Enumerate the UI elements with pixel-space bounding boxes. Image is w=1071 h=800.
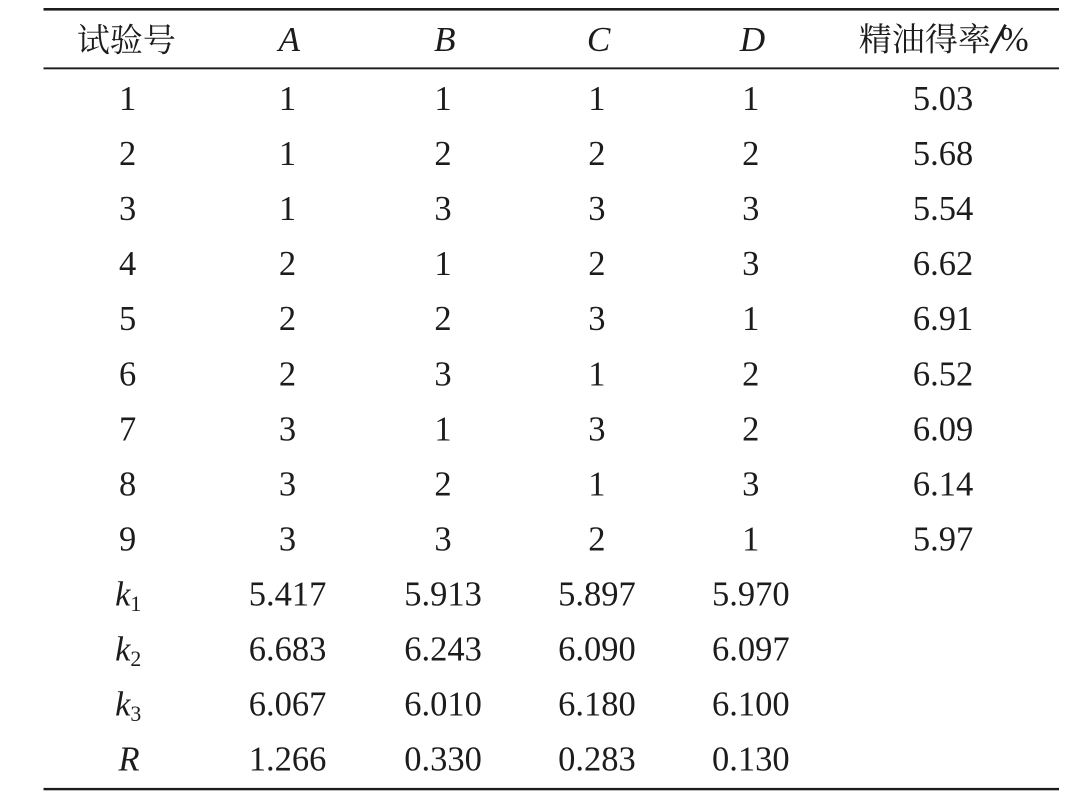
svg-text:B: B — [434, 20, 456, 59]
svg-text:4: 4 — [119, 245, 136, 283]
svg-text:2: 2 — [588, 520, 605, 558]
svg-text:6.62: 6.62 — [913, 245, 973, 283]
svg-text:2: 2 — [434, 300, 451, 338]
svg-text:2: 2 — [279, 355, 296, 393]
svg-text:0.283: 0.283 — [558, 741, 636, 779]
svg-text:k2: k2 — [115, 631, 141, 672]
svg-text:1: 1 — [279, 135, 296, 173]
svg-text:5.913: 5.913 — [404, 576, 482, 614]
svg-text:1: 1 — [119, 80, 136, 118]
svg-text:6.180: 6.180 — [558, 686, 636, 724]
svg-text:C: C — [587, 20, 611, 59]
svg-text:2: 2 — [434, 465, 451, 503]
svg-text:8: 8 — [119, 465, 136, 503]
svg-text:2: 2 — [742, 410, 759, 448]
svg-text:5.97: 5.97 — [913, 520, 973, 558]
svg-text:5.970: 5.970 — [712, 576, 790, 614]
svg-text:5.417: 5.417 — [249, 576, 327, 614]
svg-text:2: 2 — [119, 135, 136, 173]
svg-text:6.067: 6.067 — [249, 686, 327, 724]
svg-text:6.010: 6.010 — [404, 686, 482, 724]
svg-text:2: 2 — [588, 135, 605, 173]
svg-text:3: 3 — [742, 465, 759, 503]
svg-text:3: 3 — [279, 410, 296, 448]
svg-text:1: 1 — [742, 300, 759, 338]
svg-text:5: 5 — [119, 300, 136, 338]
svg-text:3: 3 — [588, 190, 605, 228]
svg-text:3: 3 — [434, 355, 451, 393]
svg-text:3: 3 — [434, 520, 451, 558]
svg-text:2: 2 — [742, 355, 759, 393]
svg-text:3: 3 — [434, 190, 451, 228]
svg-text:1: 1 — [434, 410, 451, 448]
svg-text:1: 1 — [279, 80, 296, 118]
svg-text:5.03: 5.03 — [913, 80, 973, 118]
svg-text:1: 1 — [434, 245, 451, 283]
svg-text:6.91: 6.91 — [913, 300, 973, 338]
svg-text:6: 6 — [119, 355, 136, 393]
svg-text:k1: k1 — [115, 576, 141, 617]
svg-text:2: 2 — [279, 300, 296, 338]
svg-text:0.330: 0.330 — [404, 741, 482, 779]
svg-text:2: 2 — [588, 245, 605, 283]
svg-text:3: 3 — [119, 190, 136, 228]
svg-text:1: 1 — [279, 190, 296, 228]
svg-text:6.090: 6.090 — [558, 631, 636, 669]
svg-text:6.09: 6.09 — [913, 410, 973, 448]
svg-text:6.52: 6.52 — [913, 355, 973, 393]
svg-text:5.54: 5.54 — [913, 190, 973, 228]
svg-text:6.100: 6.100 — [712, 686, 790, 724]
svg-text:6.243: 6.243 — [404, 631, 482, 669]
svg-text:A: A — [276, 20, 300, 59]
svg-text:5.68: 5.68 — [913, 135, 973, 173]
svg-text:k3: k3 — [115, 686, 141, 727]
svg-text:1.266: 1.266 — [249, 741, 327, 779]
svg-text:3: 3 — [588, 300, 605, 338]
svg-text:9: 9 — [119, 520, 136, 558]
svg-text:1: 1 — [588, 355, 605, 393]
svg-text:2: 2 — [742, 135, 759, 173]
svg-text:2: 2 — [279, 245, 296, 283]
svg-text:5.897: 5.897 — [558, 576, 636, 614]
svg-text:1: 1 — [588, 80, 605, 118]
svg-text:7: 7 — [119, 410, 136, 448]
svg-text:6.683: 6.683 — [249, 631, 327, 669]
svg-text:0.130: 0.130 — [712, 741, 790, 779]
svg-text:3: 3 — [279, 520, 296, 558]
svg-text:1: 1 — [742, 80, 759, 118]
svg-text:3: 3 — [588, 410, 605, 448]
svg-text:1: 1 — [434, 80, 451, 118]
svg-text:3: 3 — [742, 245, 759, 283]
svg-text:3: 3 — [279, 465, 296, 503]
svg-text:2: 2 — [434, 135, 451, 173]
svg-text:D: D — [739, 20, 765, 59]
svg-text:R: R — [118, 741, 140, 779]
svg-text:6.097: 6.097 — [712, 631, 790, 669]
svg-text:1: 1 — [742, 520, 759, 558]
svg-text:3: 3 — [742, 190, 759, 228]
svg-text:6.14: 6.14 — [913, 465, 973, 503]
svg-text:1: 1 — [588, 465, 605, 503]
